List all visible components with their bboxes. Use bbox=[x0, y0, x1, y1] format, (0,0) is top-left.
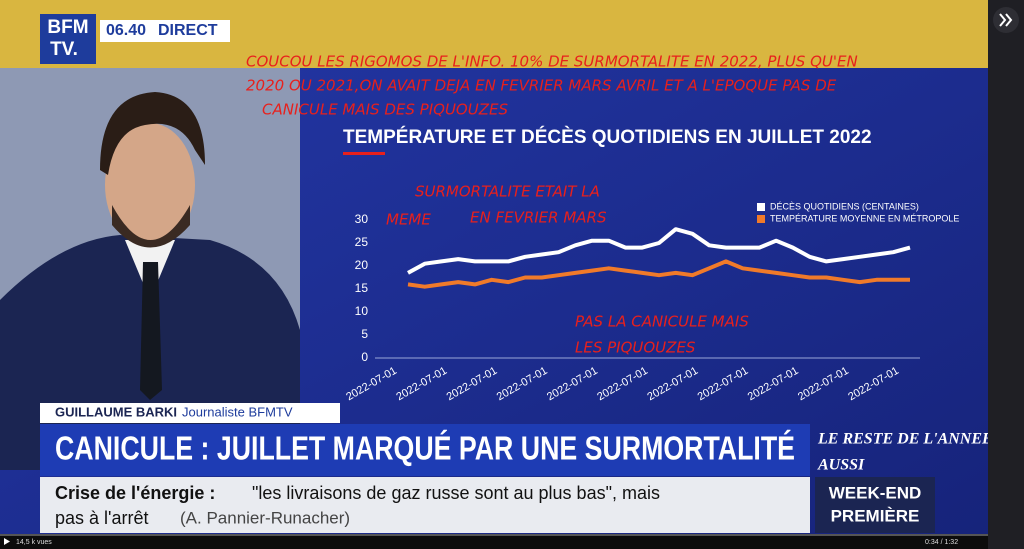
play-button[interactable] bbox=[4, 538, 10, 545]
y-tick-label: 25 bbox=[355, 235, 369, 249]
guest-name: GUILLAUME BARKI bbox=[55, 404, 177, 419]
y-tick-label: 30 bbox=[355, 212, 369, 226]
show-box bbox=[815, 477, 935, 533]
annotation: MEME bbox=[386, 211, 431, 229]
name-bar bbox=[40, 403, 340, 423]
annotation: SURMORTALITE ETAIT LA bbox=[415, 183, 600, 201]
y-tick-label: 20 bbox=[355, 258, 369, 272]
show-name: WEEK-END bbox=[829, 483, 922, 502]
ticker-quote: "les livraisons de gaz russe sont au plu… bbox=[252, 483, 660, 503]
logo-text: TV. bbox=[50, 39, 78, 60]
annotation: AUSSI bbox=[817, 457, 865, 474]
legend-label: TEMPÉRATURE MOYENNE EN MÉTROPOLE bbox=[770, 213, 959, 223]
ticker-source: (A. Pannier-Runacher) bbox=[180, 508, 350, 527]
logo-box bbox=[40, 14, 96, 64]
y-tick-label: 0 bbox=[361, 350, 368, 364]
time-box bbox=[100, 20, 230, 42]
playback-time: 0:34 / 1:32 bbox=[925, 539, 958, 546]
ticker-topic: Crise de l'énergie : bbox=[55, 483, 215, 503]
annotation: LE RESTE DE L'ANNEE bbox=[817, 431, 993, 448]
headline-bar bbox=[40, 424, 810, 476]
annotation: CANICULE MAIS DES PIQUOUZES bbox=[262, 101, 508, 119]
y-tick-label: 5 bbox=[361, 327, 368, 341]
title-underline bbox=[343, 152, 385, 155]
progress-track[interactable] bbox=[0, 534, 988, 536]
show-name: PREMIÈRE bbox=[831, 506, 920, 525]
annotation: EN FEVRIER MARS bbox=[470, 209, 607, 227]
headline: CANICULE : JUILLET MARQUÉ PAR UNE SURMOR… bbox=[55, 430, 795, 467]
player-bar bbox=[0, 534, 988, 549]
series-line bbox=[407, 227, 911, 275]
legend-swatch bbox=[757, 215, 765, 223]
annotation: PAS LA CANICULE MAIS bbox=[575, 313, 749, 331]
logo-text: BFM bbox=[47, 17, 88, 38]
ticker-quote: pas à l'arrêt bbox=[55, 508, 148, 528]
guest-role: Journaliste BFMTV bbox=[182, 404, 293, 419]
chart-title: TEMPÉRATURE ET DÉCÈS QUOTIDIENS EN JUILL… bbox=[343, 126, 872, 148]
y-tick-label: 15 bbox=[355, 281, 369, 295]
legend-label: DÉCÈS QUOTIDIENS (CENTAINES) bbox=[770, 201, 919, 211]
live-label: DIRECT bbox=[158, 22, 218, 39]
annotation: LES PIQUOUZES bbox=[575, 339, 696, 357]
view-count: 14,5 k vues bbox=[16, 539, 52, 546]
sidebar bbox=[988, 0, 1024, 549]
series-line bbox=[407, 259, 910, 289]
y-tick-label: 10 bbox=[355, 304, 369, 318]
chevron-icon bbox=[999, 13, 1013, 27]
annotation: COUCOU LES RIGOMOS DE L'INFO. 10% DE SUR… bbox=[246, 53, 858, 71]
legend-swatch bbox=[757, 203, 765, 211]
annotation: 2020 OU 2021,ON AVAIT DEJA EN FEVRIER MA… bbox=[246, 77, 837, 95]
time: 06.40 bbox=[106, 22, 146, 39]
ticker-bar bbox=[40, 477, 810, 533]
